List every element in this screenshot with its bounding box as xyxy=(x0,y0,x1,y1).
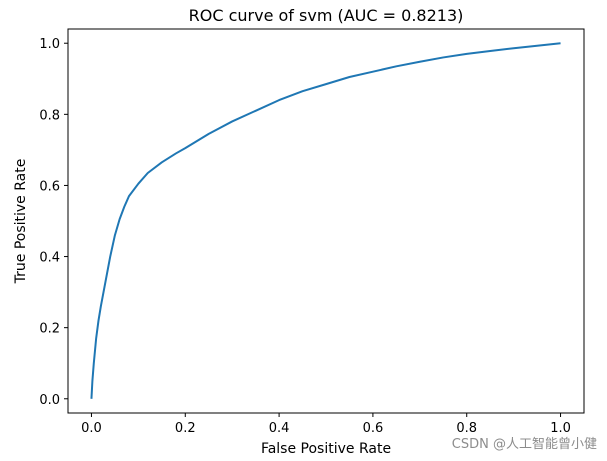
y-tick-label: 1.0 xyxy=(39,37,60,52)
x-tick-label: 1.0 xyxy=(550,421,571,436)
x-tick-label: 0.4 xyxy=(269,421,290,436)
x-tick-label: 0.2 xyxy=(175,421,196,436)
y-tick-label: 0.0 xyxy=(39,393,60,408)
series-layer xyxy=(90,42,561,399)
roc-curve-line xyxy=(90,42,561,399)
x-tick-label: 0.0 xyxy=(81,421,102,436)
plot-area-frame xyxy=(67,28,585,414)
y-tick-label: 0.8 xyxy=(39,108,60,123)
x-tick-label: 0.6 xyxy=(363,421,384,436)
x-axis-label: False Positive Rate xyxy=(261,441,391,457)
y-tick-label: 0.2 xyxy=(39,322,60,337)
x-axis: 0.0 0.2 0.4 0.6 0.8 1.0 xyxy=(81,413,571,436)
x-tick-label: 0.8 xyxy=(456,421,477,436)
y-axis: 0.0 0.2 0.4 0.6 0.8 1.0 xyxy=(39,37,68,408)
watermark: CSDN @人工智能曾小健 xyxy=(451,437,597,452)
chart-title: ROC curve of svm (AUC = 0.8213) xyxy=(189,6,464,25)
y-tick-label: 0.4 xyxy=(39,251,60,266)
y-axis-label: True Positive Rate xyxy=(13,159,29,285)
y-tick-label: 0.6 xyxy=(39,179,60,194)
